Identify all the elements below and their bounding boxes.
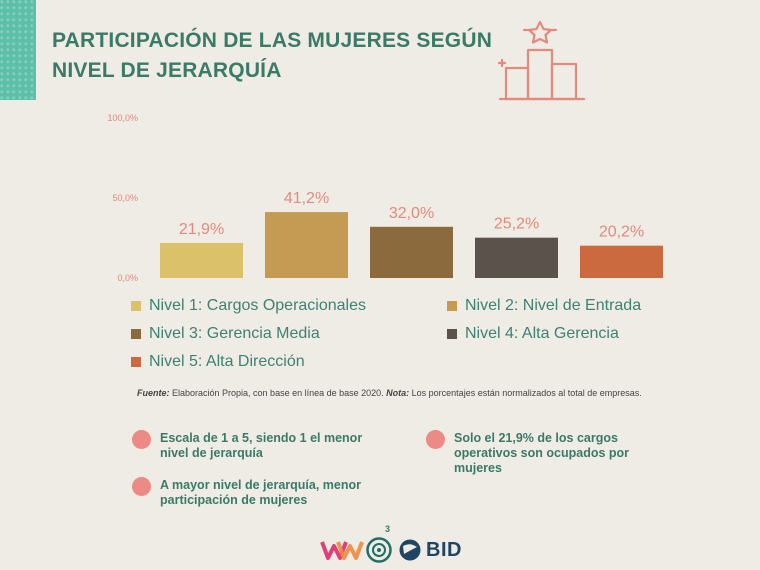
source-text: Elaboración Propia, con base en línea de… bbox=[169, 388, 387, 398]
bar-nivel-4 bbox=[475, 237, 558, 278]
y-tick-label: 50,0% bbox=[112, 193, 138, 203]
bullet-text: participación de mujeres bbox=[160, 493, 308, 507]
legend-label: Nivel 1: Cargos Operacionales bbox=[149, 297, 366, 314]
bullet-text: operativos son ocupados por bbox=[454, 446, 630, 460]
bullet-dot-icon bbox=[426, 430, 445, 449]
chart-legend: Nivel 1: Cargos Operacionales Nivel 2: Ni… bbox=[131, 297, 691, 381]
y-tick-label: 100,0% bbox=[107, 113, 138, 123]
value-label-nivel-5: 20,2% bbox=[599, 224, 644, 241]
corner-texture bbox=[0, 0, 36, 100]
bullet-text: A mayor nivel de jerarquía, menor bbox=[160, 478, 361, 492]
value-label-nivel-1: 21,9% bbox=[179, 221, 224, 238]
bullet-hierarchy: A mayor nivel de jerarquía, menor partic… bbox=[132, 477, 361, 508]
legend-swatch bbox=[447, 329, 457, 339]
bullet-dot-icon bbox=[132, 430, 151, 449]
legend-label: Nivel 4: Alta Gerencia bbox=[465, 325, 619, 342]
bullet-text: Escala de 1 a 5, siendo 1 el menor bbox=[160, 431, 363, 445]
bullet-text: nivel de jerarquía bbox=[160, 446, 263, 460]
legend-item-nivel-5: Nivel 5: Alta Dirección bbox=[131, 353, 305, 371]
bar-nivel-2 bbox=[265, 212, 348, 278]
value-labels: 21,9% 41,2% 32,0% 25,2% 20,2% bbox=[179, 190, 644, 241]
legend-item-nivel-3: Nivel 3: Gerencia Media bbox=[131, 325, 320, 343]
bar-nivel-3 bbox=[370, 226, 453, 278]
bullet-text: mujeres bbox=[454, 461, 502, 475]
legend-swatch bbox=[131, 329, 141, 339]
legend-label: Nivel 3: Gerencia Media bbox=[149, 325, 320, 342]
bullet-dot-icon bbox=[132, 477, 151, 496]
bars bbox=[160, 212, 663, 278]
value-label-nivel-2: 41,2% bbox=[284, 190, 329, 207]
legend-item-nivel-4: Nivel 4: Alta Gerencia bbox=[447, 325, 619, 343]
legend-label: Nivel 2: Nivel de Entrada bbox=[465, 297, 642, 314]
note-text: Los porcentajes están normalizados al to… bbox=[409, 388, 642, 398]
legend-swatch bbox=[131, 357, 141, 367]
legend-label: Nivel 5: Alta Dirección bbox=[149, 353, 305, 370]
legend-item-nivel-1: Nivel 1: Cargos Operacionales bbox=[131, 297, 366, 315]
source-note: Fuente: Elaboración Propia, con base en … bbox=[137, 388, 717, 398]
legend-swatch bbox=[447, 301, 457, 311]
bid-globe-icon bbox=[399, 539, 421, 561]
page-title: PARTICIPACIÓN DE LAS MUJERES SEGÚN NIVEL… bbox=[52, 26, 492, 86]
bar-nivel-5 bbox=[580, 245, 663, 278]
podium-star-icon bbox=[497, 20, 586, 101]
value-label-nivel-4: 25,2% bbox=[494, 216, 539, 233]
seal-logo-icon bbox=[366, 537, 392, 563]
y-tick-label: 0,0% bbox=[117, 273, 138, 283]
bullet-text: Solo el 21,9% de los cargos bbox=[454, 431, 618, 445]
w-logo-icon bbox=[320, 541, 364, 560]
bar-nivel-1 bbox=[160, 242, 243, 278]
value-label-nivel-3: 32,0% bbox=[389, 205, 434, 222]
page-number: 3 bbox=[385, 524, 391, 534]
bullet-scale: Escala de 1 a 5, siendo 1 el menor nivel… bbox=[132, 430, 363, 461]
page-title-line1: PARTICIPACIÓN DE LAS MUJERES SEGÚN bbox=[52, 29, 493, 52]
footer-logos: BID bbox=[320, 537, 462, 563]
bar-chart: 0,0% 50,0% 100,0% 21,9% 41,2% 32,0% 25,2% 20,2… bbox=[107, 113, 663, 283]
legend-swatch bbox=[131, 301, 141, 311]
bullet-operational: Solo el 21,9% de los cargos operativos s… bbox=[426, 430, 630, 476]
source-label: Fuente: bbox=[137, 388, 170, 398]
note-label: Nota: bbox=[386, 388, 410, 398]
bid-logo-text: BID bbox=[426, 538, 462, 561]
page-title-line2: NIVEL DE JERARQUÍA bbox=[52, 59, 282, 82]
legend-item-nivel-2: Nivel 2: Nivel de Entrada bbox=[447, 297, 641, 315]
y-axis: 0,0% 50,0% 100,0% bbox=[107, 113, 138, 283]
